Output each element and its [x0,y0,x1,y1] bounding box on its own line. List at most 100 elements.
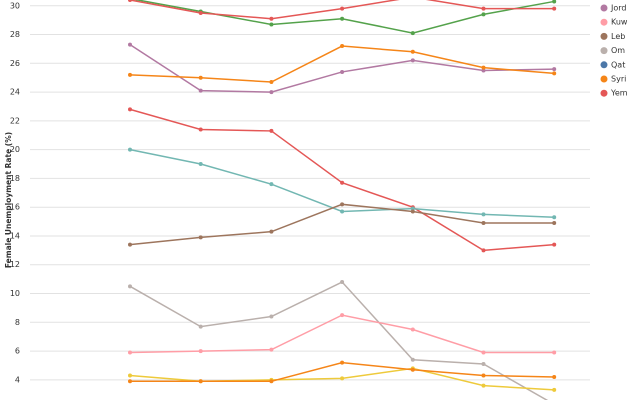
data-point [481,6,486,11]
data-point [552,221,557,226]
y-tick-label: 28 [10,30,20,39]
y-tick-label: 4 [15,375,20,384]
legend-swatch [600,4,608,12]
data-point [552,71,557,76]
series-line [129,314,555,354]
data-point [410,327,415,332]
data-point [410,367,415,372]
legend-swatch [600,32,608,40]
data-point [269,182,274,187]
y-axis-title: Female Unemployment Rate (%) [4,132,13,268]
data-point [481,212,486,217]
y-tick-label: 12 [10,260,20,269]
plot-area [128,0,557,400]
data-point [481,373,486,378]
data-point [340,313,345,318]
y-tick-label: 24 [10,88,20,97]
data-point [410,206,415,211]
data-point [128,242,132,247]
series-line [133,0,555,34]
data-point [481,68,486,73]
data-point [340,6,345,11]
data-point [198,379,203,384]
data-point [340,180,345,185]
data-point [552,374,557,379]
data-point [128,42,132,47]
data-point [198,235,203,240]
data-point [198,324,203,329]
legend-swatch [600,89,608,97]
data-point [128,107,132,112]
legend-label: Syri [611,75,626,84]
data-point [128,0,132,2]
data-point [269,16,274,21]
data-point [198,127,203,132]
legend-swatch [600,61,608,69]
data-point [552,0,557,4]
data-point [410,209,415,214]
data-point [552,387,557,392]
data-point [340,69,345,74]
data-point [552,242,557,247]
legend: Jord Kuw Leb Om Qat Syri Yem [600,4,628,98]
data-point [269,229,274,234]
data-point [269,80,274,85]
data-point [198,88,203,93]
data-point [198,349,203,354]
data-point [410,49,415,54]
series-line [129,281,549,400]
data-point [481,383,486,388]
data-point [128,72,132,77]
data-point [128,350,132,355]
data-point [481,362,486,367]
data-point [481,12,486,17]
data-point [552,350,557,355]
data-point [269,90,274,95]
data-point [481,65,486,70]
data-point [552,67,557,72]
legend-label: Qat [611,60,625,69]
series-line [129,108,555,252]
y-tick-label: 16 [10,203,20,212]
data-point [128,147,132,152]
y-tick-label: 14 [10,231,20,240]
data-point [340,280,345,285]
data-point [340,209,345,214]
data-point [128,379,132,384]
data-point [269,379,274,384]
data-point [269,128,274,133]
data-point [269,314,274,319]
y-tick-label: 30 [10,1,20,10]
data-point [198,75,203,80]
data-point [340,16,345,21]
data-point [198,10,203,15]
y-tick-label: 10 [10,289,20,298]
data-point [481,248,486,253]
data-point [269,22,274,27]
series-line [129,45,555,83]
data-point [481,350,486,355]
data-point [481,221,486,226]
data-point [269,347,274,352]
y-tick-label: 20 [10,145,20,154]
y-tick-label: 6 [15,347,20,356]
data-point [340,360,345,365]
grid: 4 6 8 10 12 14 16 18 20 22 24 26 28 30 [10,1,590,384]
legend-label: Kuw [611,18,628,27]
data-point [128,373,132,378]
data-point [198,162,203,167]
data-point [552,6,557,11]
legend-label: Yem [610,89,628,98]
data-point [410,58,415,63]
legend-label: Leb [611,32,625,41]
data-point [340,202,345,207]
y-tick-label: 8 [15,318,20,327]
data-point [552,215,557,220]
legend-swatch [600,18,608,26]
legend-label: Jord [610,4,626,13]
data-point [410,357,415,362]
data-point [128,284,132,289]
data-point [340,376,345,381]
y-tick-label: 18 [10,174,20,183]
